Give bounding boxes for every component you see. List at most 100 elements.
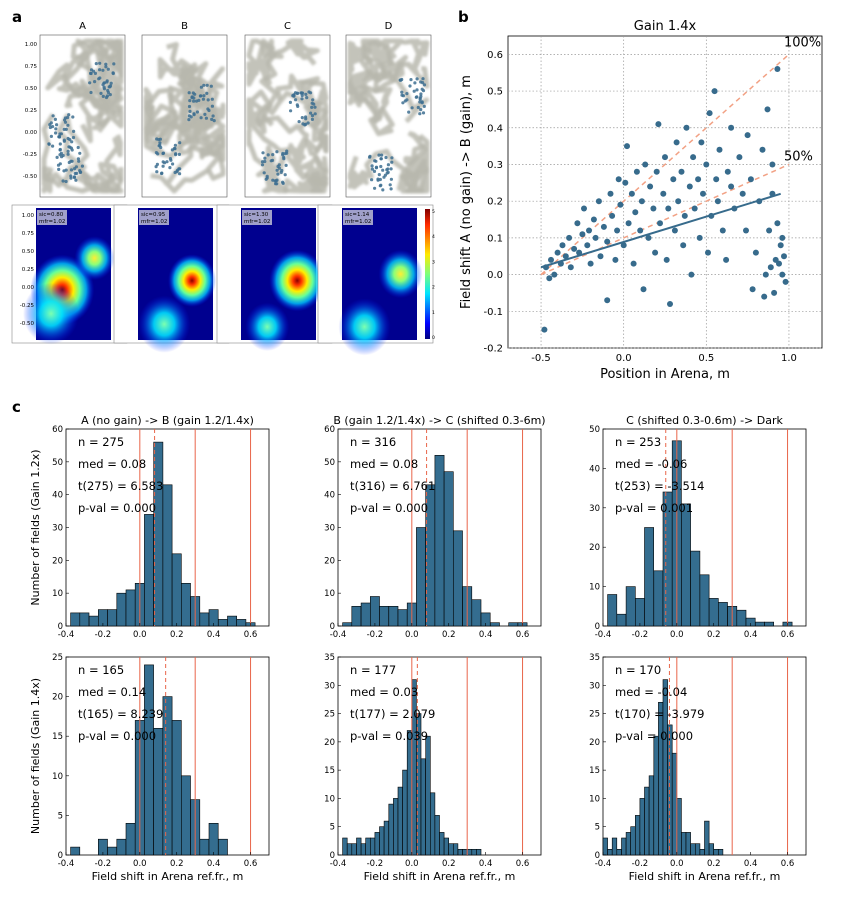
histogram-bar	[425, 735, 431, 856]
spike-dot	[210, 97, 214, 101]
scatter-point	[766, 227, 773, 234]
scatter-point	[617, 201, 624, 208]
histogram-bar	[708, 843, 714, 856]
spike-dot	[187, 118, 191, 122]
spike-dot	[261, 151, 265, 155]
histogram-bar	[443, 837, 450, 856]
y-tick-label: 20	[52, 693, 63, 703]
spike-dot	[160, 171, 164, 176]
spike-dot	[192, 112, 196, 116]
scatter-point	[667, 301, 673, 307]
rate-map-field	[74, 236, 115, 281]
x-tick-label: -0.2	[367, 630, 384, 640]
y-tick-label: 15	[589, 766, 600, 776]
spike-dot	[262, 171, 266, 175]
scatter-point	[736, 154, 743, 161]
spike-dot	[188, 99, 192, 103]
spike-dot	[296, 104, 300, 108]
spike-dot	[195, 110, 199, 114]
stat-line: n = 177	[350, 663, 396, 677]
rate-map-field	[269, 249, 326, 312]
histogram-bar	[369, 596, 380, 627]
spike-dot	[70, 148, 74, 152]
spike-dot	[60, 155, 64, 159]
trajectory-segment	[246, 128, 289, 194]
spike-dot	[171, 162, 175, 166]
spike-dot	[67, 145, 71, 149]
trajectory-path	[246, 38, 329, 194]
y-tick-label: 0.75	[25, 64, 38, 70]
histogram-bar	[379, 605, 389, 627]
spike-dot	[380, 153, 384, 157]
scatter-point	[670, 176, 677, 183]
scatter-point	[612, 256, 619, 263]
panel-label-b: b	[458, 8, 469, 26]
spike-dot	[106, 90, 110, 95]
histogram: A (no gain) -> B (gain 1.2/1.4x) -0.4 -0.2…	[29, 414, 270, 640]
histogram-bar	[644, 527, 654, 627]
histogram-bar	[671, 752, 678, 856]
scatter-point	[673, 139, 680, 146]
histogram-bar	[452, 843, 459, 856]
scatter-point	[769, 161, 776, 168]
histogram-bar	[690, 843, 696, 856]
stat-line: t(253) = -3.514	[615, 479, 704, 493]
spike-dot	[72, 175, 76, 180]
spike-dot	[69, 176, 73, 180]
x-axis-label: Field shift in Arena ref.fr., m	[92, 870, 244, 883]
spike-dot	[163, 161, 167, 165]
y-tick-label: 0	[330, 851, 335, 861]
spike-dot	[273, 179, 277, 183]
histogram: B (gain 1.2/1.4x) -> C (shifted 0.3-6m) -…	[324, 414, 545, 640]
y-tick-label: 60	[324, 425, 335, 435]
trajectory-segment	[283, 171, 329, 194]
spike-dot	[54, 127, 58, 131]
histogram-bar	[369, 837, 376, 856]
spike-dot	[51, 125, 55, 129]
histogram-bar	[181, 582, 191, 627]
scatter-point	[743, 227, 749, 234]
colorbar-tick: 0	[432, 335, 435, 341]
scatter-point	[546, 275, 553, 282]
histogram-bar	[736, 609, 747, 627]
histogram-bar	[236, 619, 247, 627]
spike-dot	[297, 120, 301, 124]
rate-map-field	[245, 302, 290, 351]
stat-line: n = 316	[350, 435, 396, 449]
spike-dot	[294, 98, 298, 102]
spike-dot	[67, 160, 71, 165]
x-tick-label: 0.0	[616, 353, 632, 364]
y-tick-label: 20	[589, 738, 600, 748]
spike-dot	[400, 77, 404, 82]
column-title: B	[181, 21, 188, 32]
scatter-point	[566, 234, 573, 241]
trajectory-segment	[41, 113, 124, 194]
spike-dot	[154, 165, 158, 169]
x-axis-label: Position in Arena, m	[600, 367, 730, 382]
sic-label: sic=0.80	[39, 212, 64, 218]
y-tick-label: 0	[58, 851, 63, 861]
x-tick-label: 0.0	[133, 859, 147, 869]
scatter-point	[744, 132, 751, 139]
spike-dot	[270, 158, 275, 162]
spike-dot	[158, 143, 162, 147]
x-tick-label: -0.4	[330, 630, 347, 640]
spike-dot	[51, 114, 55, 118]
stat-line: p-val = 0.000	[350, 501, 428, 515]
panel-b-scatter: Gain 1.4x -0.5 0.0 0.5 1.0 -0.2 -0.1 0.0 0.1 0.2 0…	[459, 19, 823, 382]
scatter-point	[653, 168, 660, 175]
spike-dot	[310, 114, 315, 118]
histogram-bar	[125, 822, 136, 856]
spike-dot	[78, 151, 82, 155]
x-tick-label: 0.2	[442, 859, 456, 869]
spike-dot	[421, 111, 426, 115]
scatter-point	[638, 198, 645, 205]
spike-dot	[202, 83, 206, 87]
x-tick-label: -0.4	[58, 859, 75, 869]
y-tick-label: 0.4	[487, 123, 503, 134]
y-tick-label: 20	[324, 556, 335, 566]
spike-dot	[211, 114, 215, 118]
scatter-point	[650, 205, 657, 212]
histogram-bar	[708, 598, 719, 627]
spike-dot	[165, 160, 169, 164]
